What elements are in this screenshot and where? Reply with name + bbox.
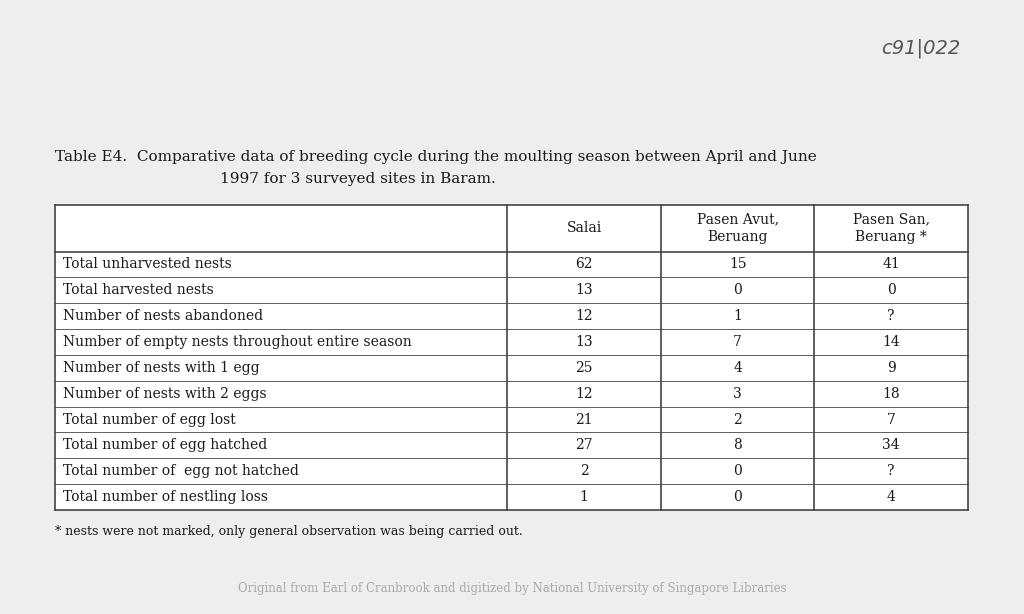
Text: 8: 8 <box>733 438 742 453</box>
Text: 12: 12 <box>575 387 593 401</box>
Text: 0: 0 <box>733 490 742 504</box>
Text: 15: 15 <box>729 257 746 271</box>
Text: 2: 2 <box>580 464 589 478</box>
Text: Total number of egg lost: Total number of egg lost <box>63 413 236 427</box>
Text: Salai: Salai <box>566 221 602 235</box>
Text: Original from Earl of Cranbrook and digitized by National University of Singapor: Original from Earl of Cranbrook and digi… <box>238 582 786 595</box>
Text: Table E4.  Comparative data of breeding cycle during the moulting season between: Table E4. Comparative data of breeding c… <box>55 150 817 164</box>
Text: 4: 4 <box>733 361 742 375</box>
Text: 21: 21 <box>575 413 593 427</box>
Text: 0: 0 <box>733 464 742 478</box>
Text: 1997 for 3 surveyed sites in Baram.: 1997 for 3 surveyed sites in Baram. <box>220 172 496 186</box>
Text: c91|022: c91|022 <box>881 38 961 58</box>
Text: 14: 14 <box>883 335 900 349</box>
Bar <box>55 205 968 510</box>
Text: Total number of  egg not hatched: Total number of egg not hatched <box>63 464 299 478</box>
Text: 9: 9 <box>887 361 896 375</box>
Text: Pasen Avut,
Beruang: Pasen Avut, Beruang <box>696 212 778 244</box>
Text: 7: 7 <box>733 335 742 349</box>
Text: 1: 1 <box>580 490 589 504</box>
Text: Total harvested nests: Total harvested nests <box>63 283 214 297</box>
Text: Pasen San,
Beruang *: Pasen San, Beruang * <box>853 212 930 244</box>
Text: 1: 1 <box>733 309 742 323</box>
Text: 0: 0 <box>733 283 742 297</box>
Text: Number of empty nests throughout entire season: Number of empty nests throughout entire … <box>63 335 412 349</box>
Text: ?: ? <box>888 309 895 323</box>
Text: Number of nests with 1 egg: Number of nests with 1 egg <box>63 361 260 375</box>
Text: Number of nests abandoned: Number of nests abandoned <box>63 309 263 323</box>
Text: * nests were not marked, only general observation was being carried out.: * nests were not marked, only general ob… <box>55 525 522 538</box>
Text: 34: 34 <box>883 438 900 453</box>
Text: 12: 12 <box>575 309 593 323</box>
Text: 2: 2 <box>733 413 742 427</box>
Text: Total unharvested nests: Total unharvested nests <box>63 257 231 271</box>
Text: 25: 25 <box>575 361 593 375</box>
Text: 13: 13 <box>575 335 593 349</box>
Text: 3: 3 <box>733 387 742 401</box>
Text: 13: 13 <box>575 283 593 297</box>
Text: Total number of egg hatched: Total number of egg hatched <box>63 438 267 453</box>
Text: Number of nests with 2 eggs: Number of nests with 2 eggs <box>63 387 266 401</box>
Text: 4: 4 <box>887 490 896 504</box>
Text: ?: ? <box>888 464 895 478</box>
Text: 62: 62 <box>575 257 593 271</box>
Text: 7: 7 <box>887 413 896 427</box>
Text: 27: 27 <box>575 438 593 453</box>
Text: 18: 18 <box>883 387 900 401</box>
Text: 0: 0 <box>887 283 896 297</box>
Text: Total number of nestling loss: Total number of nestling loss <box>63 490 268 504</box>
Text: 41: 41 <box>883 257 900 271</box>
